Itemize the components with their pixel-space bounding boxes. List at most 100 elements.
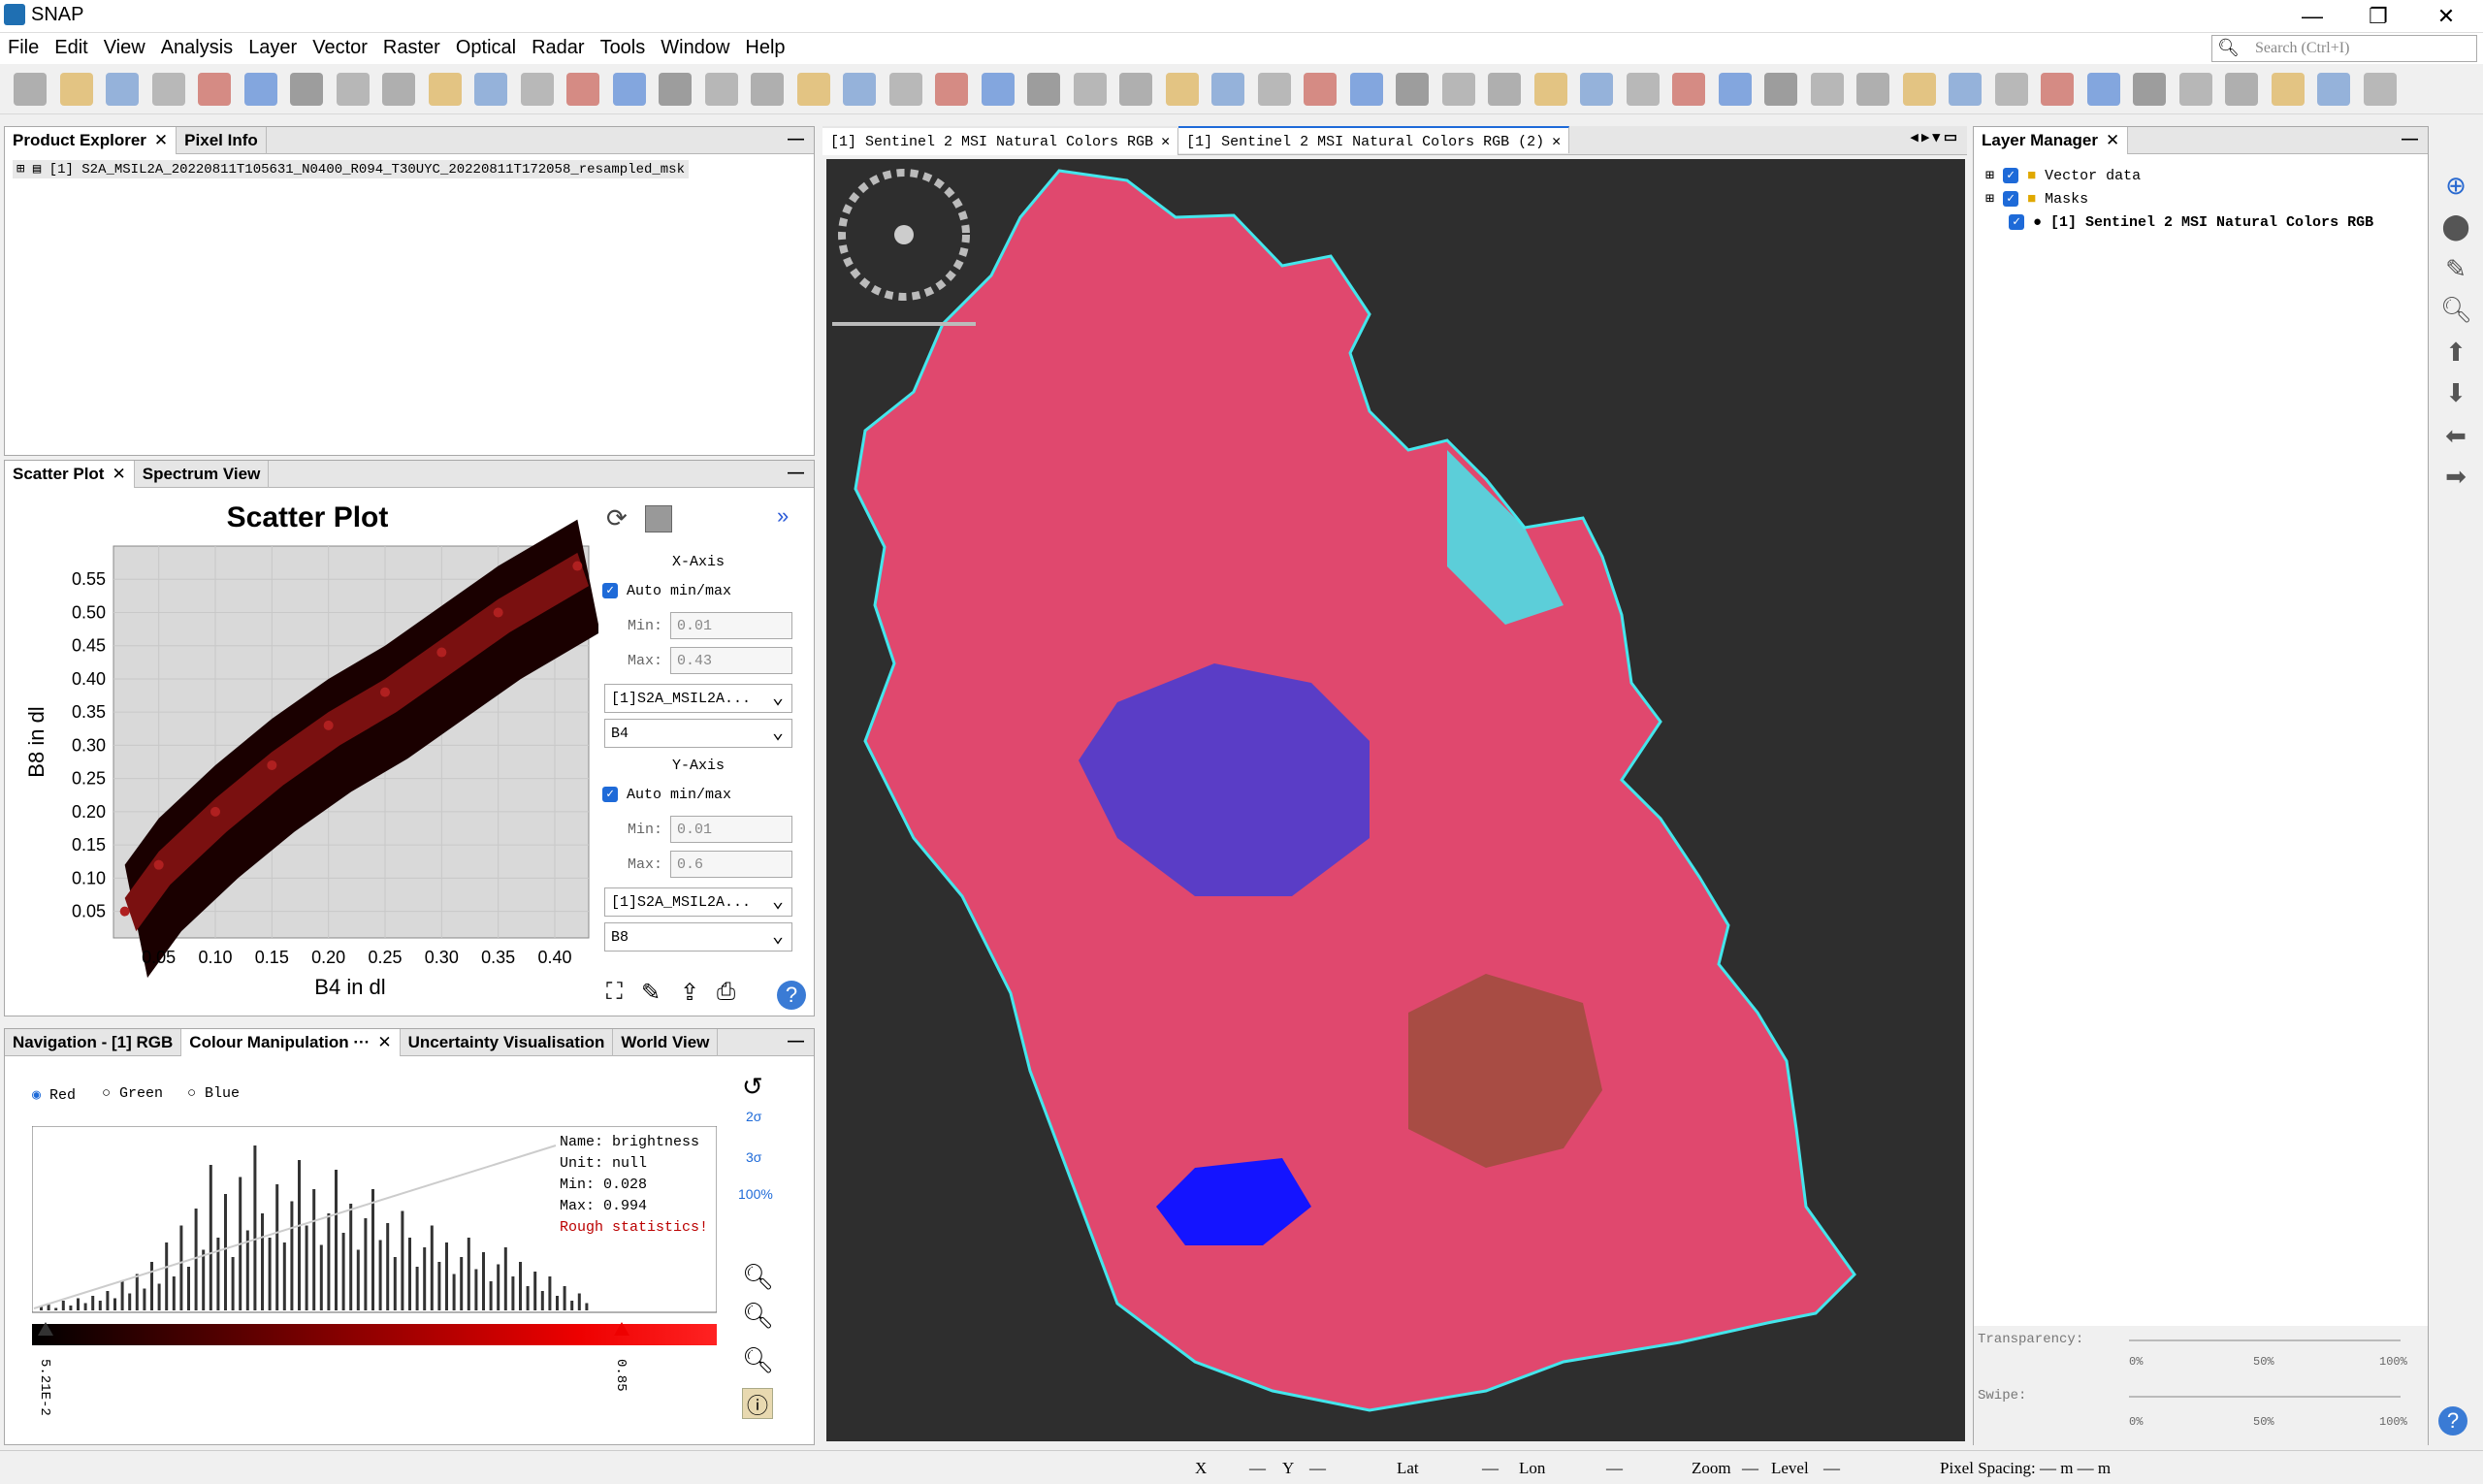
close-icon[interactable]: ✕ bbox=[2436, 4, 2456, 28]
toolbar-button-49[interactable] bbox=[2225, 73, 2258, 106]
tab-colour-manipulation[interactable]: Colour Manipulation ··· ✕ bbox=[181, 1029, 401, 1056]
layer-editor-icon[interactable]: ✎ bbox=[2445, 254, 2467, 283]
toolbar-button-50[interactable] bbox=[2271, 73, 2305, 106]
tab-image-view-1[interactable]: [1] Sentinel 2 MSI Natural Colors RGB ✕ bbox=[822, 128, 1179, 155]
toolbar-button-37[interactable] bbox=[1672, 73, 1705, 106]
toolbar-button-44[interactable] bbox=[1994, 73, 2028, 106]
move-up-icon[interactable]: ⬆ bbox=[2445, 338, 2467, 367]
toolbar-button-14[interactable] bbox=[612, 73, 646, 106]
x-product-select[interactable]: [1]S2A_MSIL2A... bbox=[604, 684, 792, 713]
toolbar-button-36[interactable] bbox=[1626, 73, 1660, 106]
range-2sigma-button[interactable]: 2σ bbox=[746, 1109, 762, 1124]
y-min-field[interactable]: 0.01 bbox=[670, 816, 792, 843]
reset-icon[interactable]: ↺ bbox=[742, 1072, 763, 1101]
layer-masks[interactable]: ⊞ ✓ ■ Masks bbox=[1985, 191, 2089, 208]
x-min-field[interactable]: 0.01 bbox=[670, 612, 792, 639]
toolbar-button-18[interactable] bbox=[796, 73, 830, 106]
toolbar-button-1[interactable] bbox=[14, 73, 47, 106]
toolbar-button-9[interactable] bbox=[382, 73, 415, 106]
toolbar-button-5[interactable] bbox=[198, 73, 231, 106]
toolbar-button-31[interactable] bbox=[1396, 73, 1429, 106]
menu-raster[interactable]: Raster bbox=[382, 37, 440, 58]
toolbar-button-10[interactable] bbox=[428, 73, 462, 106]
toolbar-button-28[interactable] bbox=[1257, 73, 1291, 106]
export-icon[interactable]: ⇪ bbox=[680, 980, 700, 1006]
menu-file[interactable]: File bbox=[8, 37, 40, 58]
toolbar-button-20[interactable] bbox=[888, 73, 922, 106]
toolbar-button-41[interactable] bbox=[1856, 73, 1889, 106]
remove-layer-icon[interactable]: ⬤ bbox=[2441, 211, 2470, 241]
range-3sigma-button[interactable]: 3σ bbox=[746, 1149, 762, 1165]
zoom-out-icon[interactable]: 🔍︎ bbox=[742, 1301, 775, 1330]
toolbar-button-39[interactable] bbox=[1764, 73, 1797, 106]
refresh-icon[interactable]: ⟳ bbox=[606, 503, 628, 532]
toolbar-button-7[interactable] bbox=[290, 73, 323, 106]
edit-icon[interactable]: ✎ bbox=[641, 980, 661, 1006]
menu-layer[interactable]: Layer bbox=[248, 37, 298, 58]
min-slider-handle[interactable] bbox=[38, 1322, 53, 1336]
toolbar-button-30[interactable] bbox=[1349, 73, 1383, 106]
toolbar-button-8[interactable] bbox=[336, 73, 370, 106]
menu-window[interactable]: Window bbox=[661, 37, 730, 58]
add-layer-icon[interactable]: ⊕ bbox=[2445, 171, 2467, 200]
toolbar-button-22[interactable] bbox=[981, 73, 1015, 106]
maximize-icon[interactable]: ❐ bbox=[2369, 4, 2388, 28]
swipe-slider[interactable] bbox=[2129, 1396, 2401, 1398]
menu-radar[interactable]: Radar bbox=[532, 37, 585, 58]
print-icon[interactable]: ⎙ bbox=[717, 979, 736, 1005]
move-left-icon[interactable]: ⬅ bbox=[2445, 421, 2467, 450]
toolbar-button-12[interactable] bbox=[520, 73, 554, 106]
tab-world-view[interactable]: World View bbox=[613, 1029, 719, 1056]
tab-layer-manager[interactable]: Layer Manager ✕ bbox=[1974, 127, 2129, 154]
zoom-to-layer-icon[interactable]: 🔍︎ bbox=[2440, 295, 2473, 324]
toolbar-button-52[interactable] bbox=[2363, 73, 2397, 106]
x-band-select[interactable]: B4 bbox=[604, 719, 792, 748]
toolbar-button-48[interactable] bbox=[2178, 73, 2212, 106]
toolbar-button-4[interactable] bbox=[151, 73, 185, 106]
tab-pixel-info[interactable]: Pixel Info bbox=[177, 127, 267, 154]
help-icon[interactable]: ? bbox=[2438, 1406, 2467, 1436]
toolbar-button-26[interactable] bbox=[1165, 73, 1199, 106]
toolbar-button-38[interactable] bbox=[1718, 73, 1752, 106]
toolbar-button-21[interactable] bbox=[935, 73, 968, 106]
toolbar-button-33[interactable] bbox=[1488, 73, 1521, 106]
zoom-in-icon[interactable]: 🔍︎ bbox=[742, 1262, 775, 1291]
menu-help[interactable]: Help bbox=[745, 37, 786, 58]
toolbar-button-15[interactable] bbox=[659, 73, 692, 106]
range-100-button[interactable]: 100% bbox=[738, 1186, 773, 1202]
x-auto-minmax-checkbox[interactable]: ✓ Auto min/max bbox=[602, 583, 731, 599]
toolbar-button-3[interactable] bbox=[106, 73, 139, 106]
collapse-options-icon[interactable]: » bbox=[777, 503, 790, 528]
product-tree-item[interactable]: ⊞ ▤ [1] S2A_MSIL2A_20220811T105631_N0400… bbox=[13, 160, 689, 178]
toolbar-button-43[interactable] bbox=[1949, 73, 1982, 106]
toolbar-button-34[interactable] bbox=[1533, 73, 1567, 106]
radio-blue[interactable]: ○ Blue bbox=[187, 1085, 241, 1102]
x-max-field[interactable]: 0.43 bbox=[670, 647, 792, 674]
navigation-wheel[interactable] bbox=[838, 169, 970, 301]
table-view-icon[interactable] bbox=[645, 505, 672, 532]
menu-view[interactable]: View bbox=[103, 37, 145, 58]
minimize-icon[interactable]: — bbox=[2302, 4, 2323, 28]
toolbar-button-17[interactable] bbox=[751, 73, 784, 106]
toolbar-button-32[interactable] bbox=[1441, 73, 1475, 106]
tab-product-explorer[interactable]: Product Explorer ✕ bbox=[5, 127, 177, 154]
info-icon[interactable]: ⓘ bbox=[742, 1388, 773, 1419]
toolbar-button-19[interactable] bbox=[843, 73, 876, 106]
radio-green[interactable]: ○ Green bbox=[102, 1085, 164, 1102]
toolbar-button-46[interactable] bbox=[2086, 73, 2120, 106]
radio-red[interactable]: ◉ Red bbox=[32, 1087, 77, 1104]
toolbar-button-11[interactable] bbox=[474, 73, 507, 106]
toolbar-button-2[interactable] bbox=[59, 73, 93, 106]
toolbar-button-13[interactable] bbox=[566, 73, 599, 106]
navigation-center[interactable] bbox=[894, 225, 914, 244]
toolbar-button-29[interactable] bbox=[1304, 73, 1337, 106]
toolbar-button-45[interactable] bbox=[2041, 73, 2074, 106]
menu-analysis[interactable]: Analysis bbox=[160, 37, 234, 58]
toolbar-button-23[interactable] bbox=[1027, 73, 1060, 106]
toolbar-button-47[interactable] bbox=[2133, 73, 2166, 106]
tab-uncertainty-visualisation[interactable]: Uncertainty Visualisation bbox=[401, 1029, 614, 1056]
zoom-all-icon[interactable]: ⛶ bbox=[606, 979, 623, 1005]
move-right-icon[interactable]: ➡ bbox=[2445, 462, 2467, 491]
search-input[interactable]: Search (Ctrl+I) bbox=[2211, 35, 2477, 62]
toolbar-button-16[interactable] bbox=[704, 73, 738, 106]
